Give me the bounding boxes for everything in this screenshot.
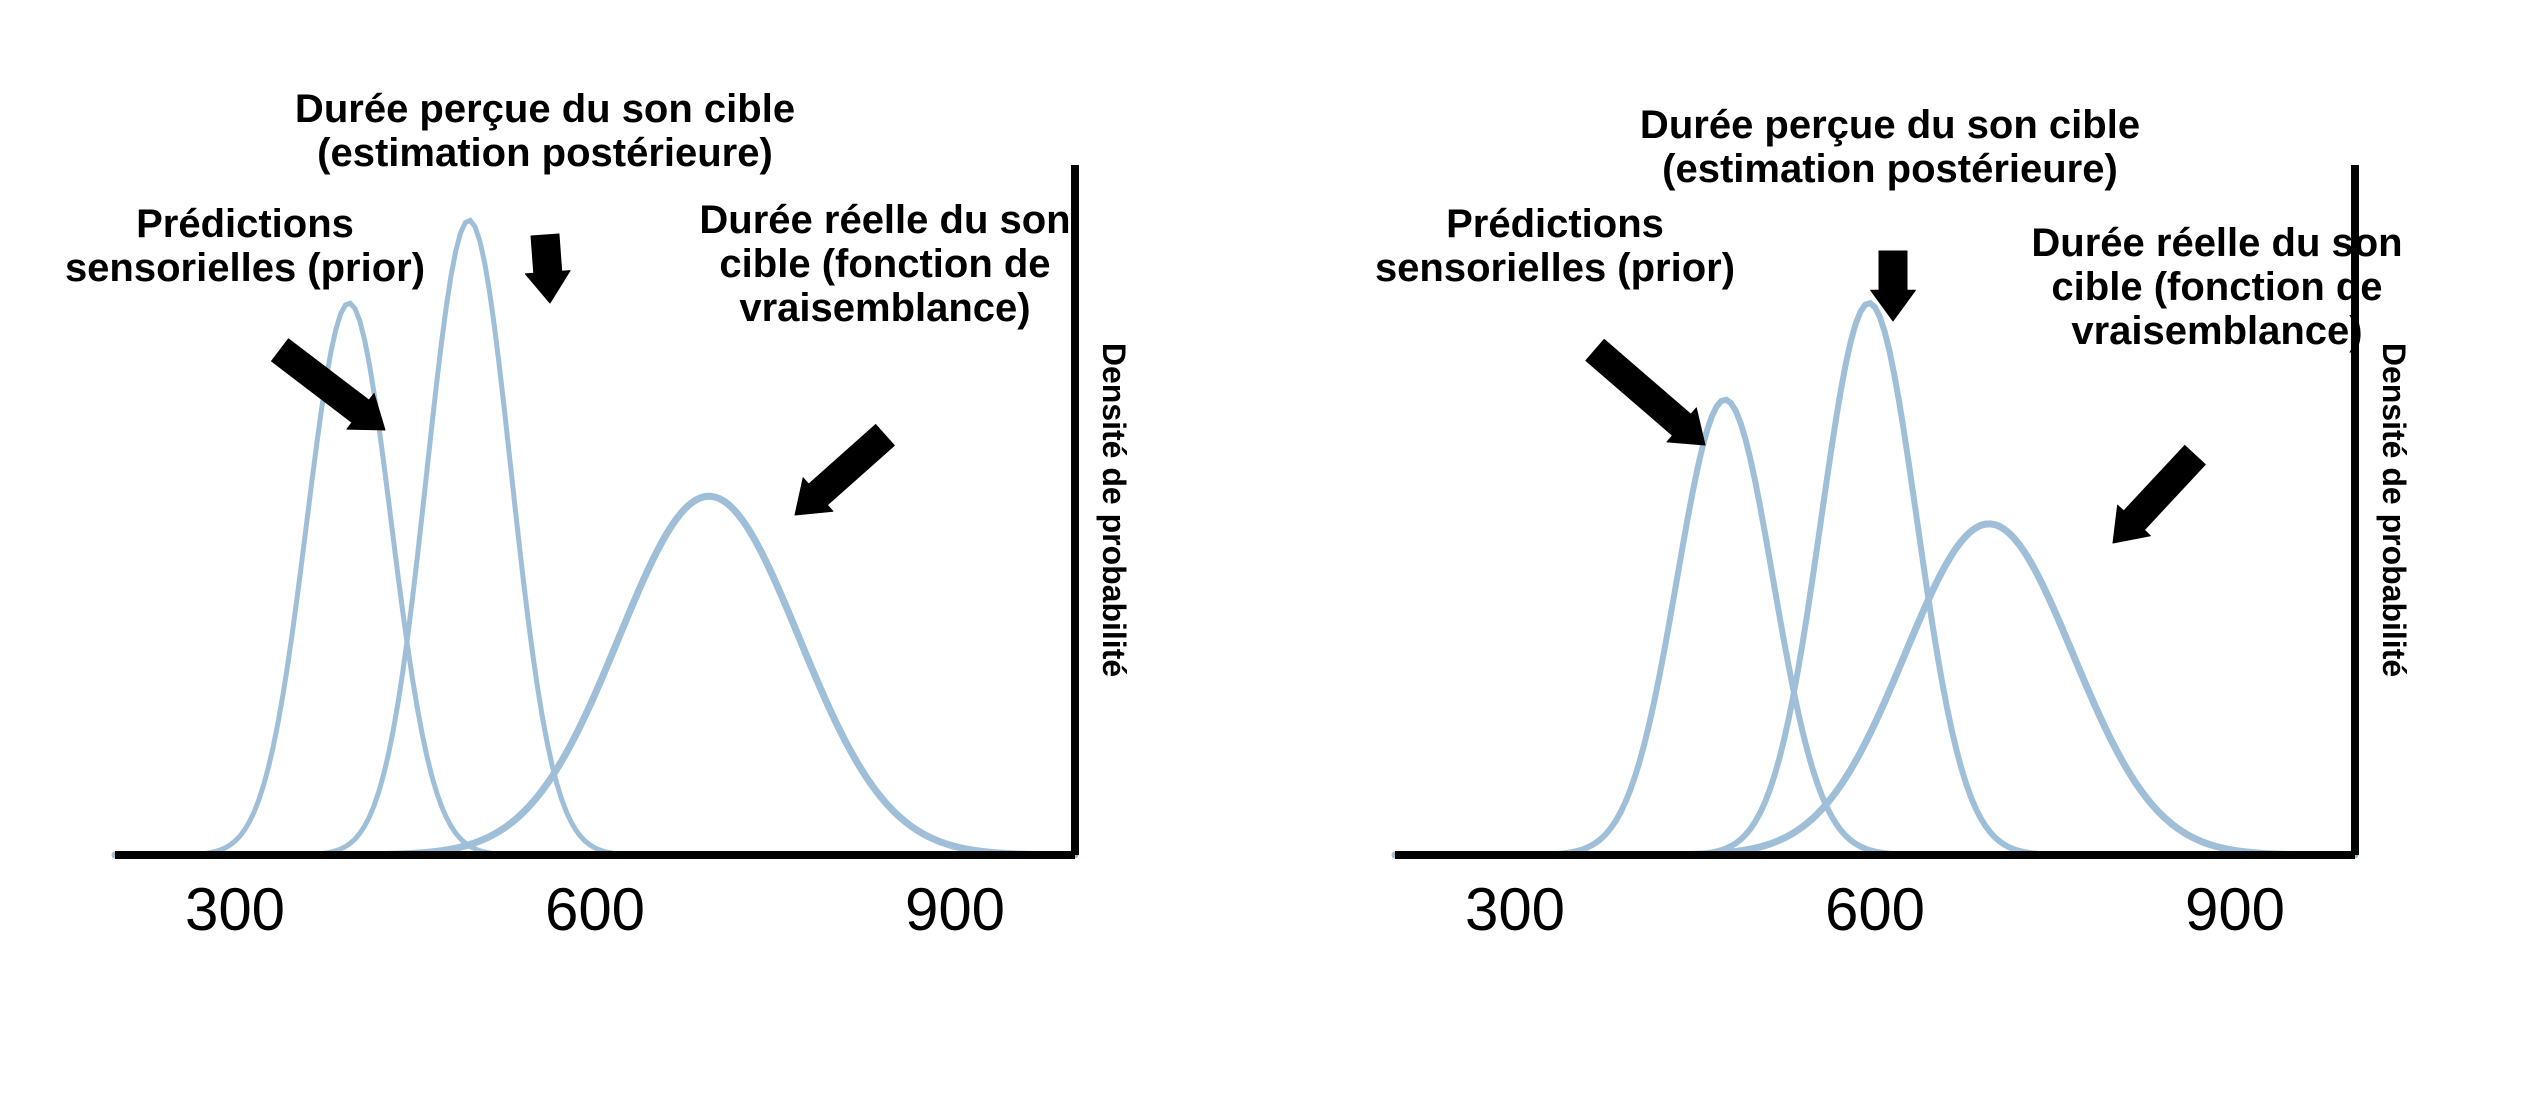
label-prior: Prédictionssensorielles (prior) (65, 202, 425, 290)
y-axis-title: Densité de probabilité (1095, 343, 1132, 677)
posterior-arrow (525, 234, 570, 303)
label-prior: Prédictionssensorielles (prior) (1375, 202, 1735, 290)
label-likelihood-line2: cible (fonction de (699, 242, 1070, 286)
label-posterior-line2: (estimation postérieure) (295, 131, 795, 175)
label-posterior: Durée perçue du son cible(estimation pos… (1640, 103, 2140, 191)
likelihood-arrow (795, 425, 894, 515)
curve-likelihood (1395, 524, 2355, 855)
xtick-900: 900 (2185, 875, 2285, 944)
label-posterior-line1: Durée perçue du son cible (1640, 103, 2140, 147)
label-likelihood-line2: cible (fonction de (2031, 265, 2402, 309)
xtick-900: 900 (905, 875, 1005, 944)
prior-arrow (1586, 339, 1705, 445)
xtick-300: 300 (185, 875, 285, 944)
panel-left: 300600900Densité de probabilitéPrédictio… (115, 165, 1075, 855)
label-posterior-line1: Durée perçue du son cible (295, 87, 795, 131)
label-posterior: Durée perçue du son cible(estimation pos… (295, 87, 795, 175)
curve-posterior (1395, 303, 2355, 855)
label-prior-line1: Prédictions (65, 202, 425, 246)
label-likelihood-line3: vraisemblance) (699, 286, 1070, 330)
label-likelihood: Durée réelle du soncible (fonction devra… (2031, 221, 2402, 353)
xtick-600: 600 (545, 875, 645, 944)
curve-prior (1395, 400, 2355, 855)
label-prior-line2: sensorielles (prior) (65, 246, 425, 290)
label-prior-line1: Prédictions (1375, 202, 1735, 246)
panel-right: 300600900Densité de probabilitéPrédictio… (1395, 165, 2355, 855)
label-likelihood-line1: Durée réelle du son (699, 198, 1070, 242)
label-likelihood: Durée réelle du soncible (fonction devra… (699, 198, 1070, 330)
label-posterior-line2: (estimation postérieure) (1640, 147, 2140, 191)
likelihood-arrow (2113, 445, 2205, 543)
curve-prior (115, 303, 1075, 855)
y-axis-title: Densité de probabilité (2375, 343, 2412, 677)
xtick-600: 600 (1825, 875, 1925, 944)
label-prior-line2: sensorielles (prior) (1375, 246, 1735, 290)
label-likelihood-line1: Durée réelle du son (2031, 221, 2402, 265)
xtick-300: 300 (1465, 875, 1565, 944)
label-likelihood-line3: vraisemblance) (2031, 309, 2402, 353)
